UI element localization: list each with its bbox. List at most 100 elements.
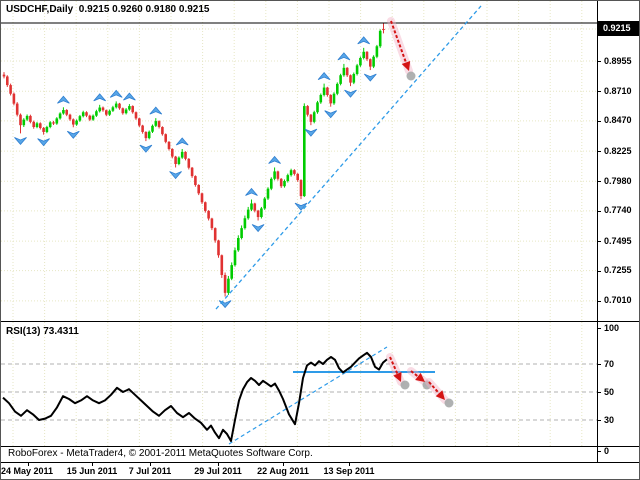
price-tick	[597, 210, 601, 212]
date-label: 24 May 2011	[1, 466, 54, 476]
candle-bearish	[256, 210, 260, 218]
arrow-shadow-blob	[406, 71, 416, 81]
candle-bearish	[223, 274, 227, 293]
price-tick-label: 0.8710	[604, 85, 632, 96]
rsi-tick-label: 0	[604, 445, 610, 456]
candle-bearish	[309, 114, 313, 122]
arrow-shadow-blob	[400, 380, 410, 390]
rsi-indicator-pane[interactable]	[1, 322, 597, 446]
candle-bullish	[263, 198, 266, 209]
fractal-up-icon	[57, 95, 70, 104]
date-tick	[283, 463, 284, 466]
forecast-arrow-head[interactable]	[393, 371, 402, 382]
price-chart-pane[interactable]	[1, 1, 597, 321]
date-label: 15 Jun 2011	[66, 466, 118, 476]
candle-bullish	[75, 120, 78, 125]
candle-bearish	[296, 173, 299, 181]
rsi-grid-layer	[1, 322, 597, 446]
candle-bearish	[101, 107, 105, 111]
candle-bearish	[187, 158, 191, 168]
date-tick	[218, 463, 219, 466]
candle-bearish	[138, 118, 141, 126]
candle-bullish	[246, 209, 250, 219]
forecast-arrow-head[interactable]	[435, 390, 445, 400]
forecast-arrow-head[interactable]	[415, 372, 425, 382]
candle-bearish	[161, 127, 164, 135]
rsi-tick	[597, 451, 601, 452]
candle-bearish	[349, 75, 352, 83]
candle-bearish	[105, 110, 108, 115]
price-tick-label: 0.8225	[604, 145, 632, 156]
date-axis[interactable]: 24 May 2011 15 Jun 2011 7 Jul 2011 29 Jul 2…	[1, 463, 639, 479]
candle-bearish	[382, 29, 385, 30]
candle-bearish	[68, 114, 72, 120]
price-tick-label: 0.7980	[604, 175, 632, 186]
candle-bullish	[270, 178, 273, 189]
chart-title: USDCHF,Daily 0.9215 0.9260 0.9180 0.9215	[6, 4, 210, 15]
candle-bearish	[134, 112, 138, 119]
candle-bullish	[355, 65, 359, 75]
forecast-arrow-head[interactable]	[401, 61, 411, 71]
forecast-arrow-shaft[interactable]	[389, 356, 400, 376]
fractal-down-icon	[139, 144, 153, 153]
forecast-arrow-shaft[interactable]	[410, 370, 421, 379]
date-tick	[92, 463, 93, 466]
candle-bullish	[45, 127, 49, 132]
candle-bearish	[164, 134, 167, 142]
candle-bullish	[55, 118, 59, 124]
candle-bullish	[180, 151, 184, 158]
candle-bullish	[359, 57, 362, 66]
candle-bullish	[154, 121, 158, 126]
candle-bullish	[128, 106, 131, 110]
fractal-up-icon	[93, 93, 107, 102]
candle-bearish	[131, 106, 134, 113]
candles-layer	[2, 23, 385, 297]
candle-bullish	[372, 56, 375, 67]
candle-bullish	[177, 157, 181, 165]
rsi-support-trendline[interactable]	[228, 346, 388, 445]
candle-bullish	[124, 109, 128, 114]
grid-layer	[1, 1, 597, 321]
candle-bearish	[197, 184, 200, 194]
candle-bullish	[266, 188, 270, 199]
candle-bullish	[25, 115, 29, 120]
fractal-down-icon	[14, 137, 27, 146]
fractal-up-icon	[109, 89, 123, 98]
fractal-up-icon	[268, 155, 281, 164]
candle-bullish	[289, 170, 293, 176]
candle-bullish	[147, 131, 151, 139]
date-tick	[28, 463, 29, 466]
price-tick	[597, 181, 601, 183]
candle-bearish	[213, 228, 217, 241]
date-tick	[150, 463, 151, 466]
candle-bullish	[378, 30, 382, 47]
fractal-up-icon	[149, 106, 163, 115]
candle-bullish	[151, 125, 154, 132]
copyright-text: RoboForex - MetaTrader4, © 2001-2011 Met…	[8, 448, 313, 459]
candle-bearish	[345, 67, 349, 76]
candle-bullish	[283, 181, 286, 187]
candle-bearish	[9, 85, 12, 94]
candle-bullish	[114, 103, 118, 108]
candle-bullish	[62, 110, 65, 114]
forecast-layer	[387, 17, 416, 81]
rsi-forecast-layer	[386, 353, 454, 408]
candle-bearish	[276, 171, 280, 179]
candle-bullish	[95, 111, 98, 116]
forecast-arrow-shaft[interactable]	[428, 381, 442, 396]
price-axis-border	[597, 1, 598, 463]
candle-bearish	[85, 112, 88, 116]
candle-bearish	[200, 193, 204, 203]
price-tick	[597, 241, 601, 243]
price-chart-canvas[interactable]	[1, 1, 597, 321]
rsi-canvas[interactable]	[1, 322, 597, 446]
rsi-tick	[597, 392, 601, 393]
candle-bearish	[217, 240, 220, 256]
subwindow-separator[interactable]	[1, 321, 639, 322]
ascending-trendline[interactable]	[215, 5, 482, 310]
forecast-arrow-shaft[interactable]	[390, 20, 408, 65]
price-tick-label: 0.7255	[604, 265, 632, 276]
candle-bearish	[88, 115, 92, 120]
rsi-tick	[597, 328, 601, 329]
candle-bullish	[111, 107, 115, 111]
